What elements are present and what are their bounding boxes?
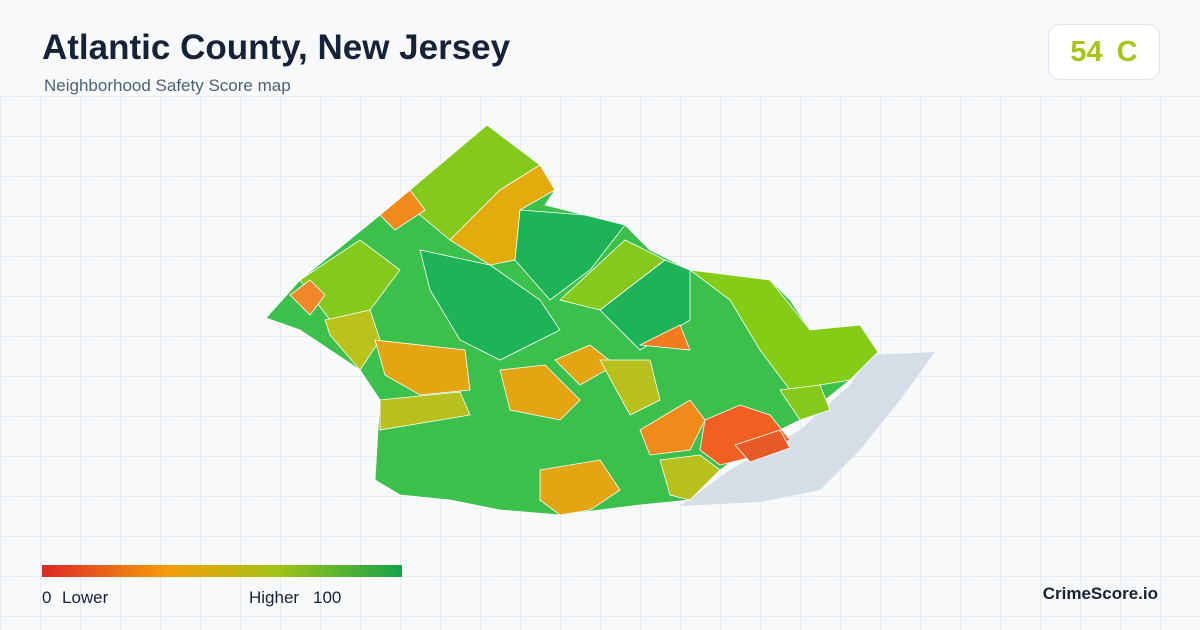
region	[419, 249, 561, 361]
region	[599, 259, 691, 351]
region	[449, 164, 556, 266]
score-value: 54	[1070, 35, 1103, 68]
region	[659, 454, 721, 501]
title: Atlantic County, New Jersey	[42, 28, 511, 67]
brand: CrimeScore.io	[1042, 584, 1158, 603]
region	[374, 339, 471, 396]
region	[379, 189, 426, 231]
header: Atlantic County, New Jersey Neighborhood…	[0, 0, 1200, 97]
region	[289, 279, 326, 316]
region	[734, 429, 791, 463]
region	[299, 239, 401, 321]
region	[499, 364, 581, 421]
region	[639, 399, 706, 456]
legend-min-label: Lower	[62, 588, 109, 607]
subtitle: Neighborhood Safety Score map	[44, 76, 291, 95]
legend-max: 100	[313, 588, 342, 607]
score-grade: C	[1116, 35, 1138, 68]
region	[638, 324, 691, 351]
legend-max-label: Higher	[249, 588, 300, 607]
region	[779, 384, 831, 421]
region	[688, 269, 879, 391]
legend-min: 0	[42, 588, 52, 607]
region	[599, 359, 661, 416]
score-badge: 54 C	[1048, 24, 1160, 80]
region	[324, 309, 381, 371]
region	[379, 391, 471, 431]
water	[680, 352, 935, 506]
region	[514, 209, 626, 301]
region	[539, 459, 621, 516]
legend-gradient	[42, 565, 402, 577]
